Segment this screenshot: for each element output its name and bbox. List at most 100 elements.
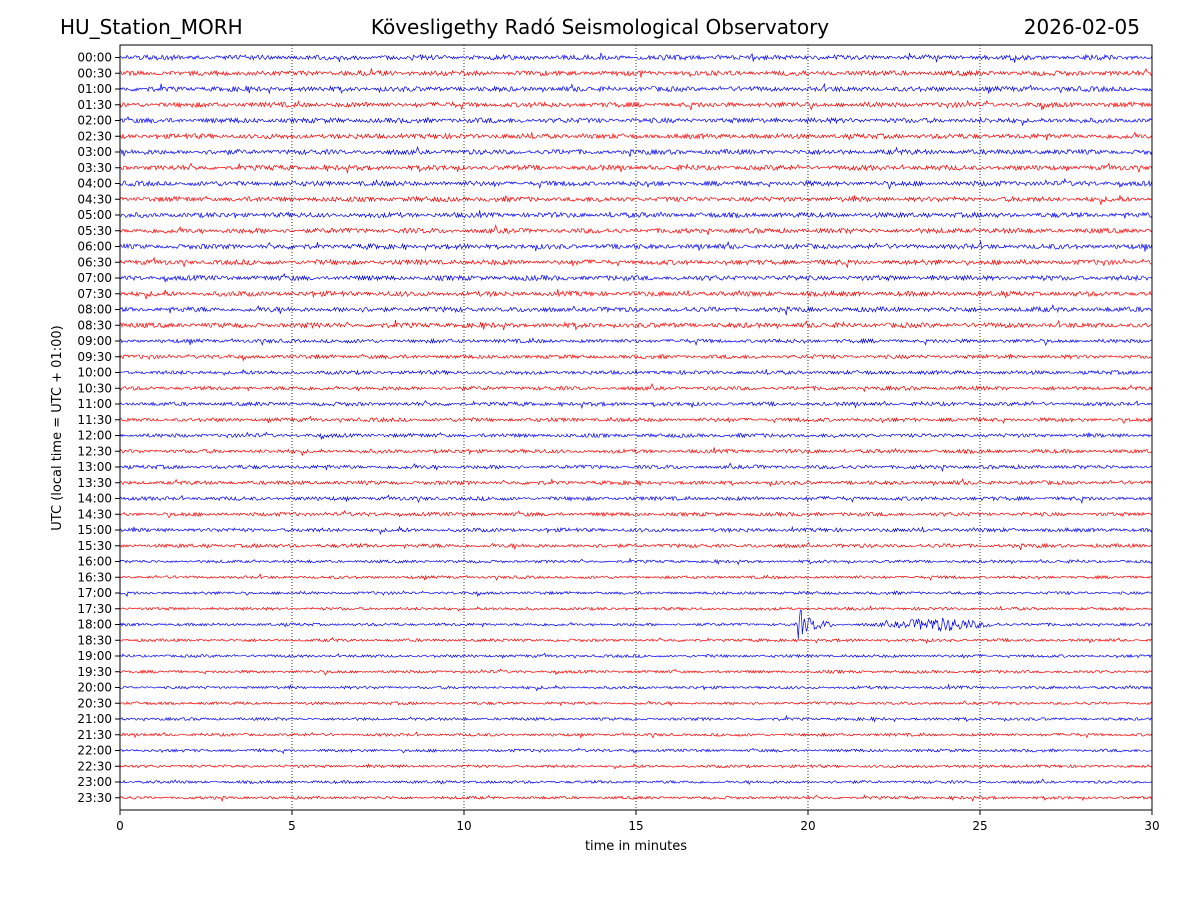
trace-row [119,794,1153,803]
y-tick-label: 08:00 [77,303,112,317]
trace-row [119,462,1153,473]
x-axis-label: time in minutes [585,839,687,854]
y-tick-label: 19:30 [77,665,112,679]
trace-row [119,636,1153,645]
trace-row [119,383,1153,393]
trace-row [119,609,1153,639]
trace-row [119,162,1153,174]
x-axis-ticks: 0 5 10 15 20 25 30 [116,810,1160,833]
trace-row [119,353,1153,362]
y-tick-label: 09:30 [77,350,112,364]
y-tick-label: 03:00 [77,145,112,159]
trace-row [119,605,1153,612]
trace-row [119,256,1153,268]
trace-row [119,431,1153,440]
y-tick-label: 10:30 [77,381,112,395]
y-tick-label: 14:30 [77,507,112,521]
trace-row [119,683,1153,692]
y-tick-label: 19:00 [77,649,112,663]
y-tick-label: 16:00 [77,555,112,569]
y-tick-label: 12:30 [77,444,112,458]
trace-row [119,494,1153,505]
trace-row [119,52,1153,63]
trace-row [119,337,1153,346]
trace-row [119,541,1153,551]
y-tick-label: 11:30 [77,413,112,427]
trace-row [119,99,1153,111]
y-tick-label: 21:30 [77,728,112,742]
y-tick-label: 21:00 [77,712,112,726]
trace-row [119,525,1153,536]
trace-row [119,700,1153,707]
trace-row [119,319,1153,331]
date-label: 2026-02-05 [1023,15,1140,39]
y-tick-label: 02:00 [77,114,112,128]
y-tick-label: 05:30 [77,224,112,238]
y-tick-label: 14:00 [77,492,112,506]
trace-row [119,573,1153,581]
y-tick-label: 23:00 [77,775,112,789]
y-tick-label: 16:30 [77,570,112,584]
y-tick-label: 09:00 [77,334,112,348]
y-tick-label: 18:30 [77,633,112,647]
x-tick-label: 15 [628,819,643,833]
y-axis-label: UTC (local time = UTC + 01:00) [50,325,65,530]
y-tick-label: 17:00 [77,586,112,600]
trace-row [119,210,1153,219]
trace-row [119,82,1153,95]
y-tick-label: 13:30 [77,476,112,490]
x-tick-label: 5 [288,819,296,833]
x-tick-label: 30 [1144,819,1159,833]
trace-row [119,447,1153,457]
trace-row [119,116,1153,127]
x-tick-label: 0 [116,819,124,833]
trace-row [119,368,1153,376]
trace-row [119,303,1153,316]
y-tick-label: 11:00 [77,397,112,411]
trace-row [119,272,1153,284]
trace-row [119,652,1153,659]
y-tick-label: 01:00 [77,82,112,96]
y-tick-label: 13:00 [77,460,112,474]
y-tick-label: 04:00 [77,177,112,191]
y-tick-label: 15:30 [77,539,112,553]
trace-row [119,195,1153,205]
y-tick-label: 07:30 [77,287,112,301]
y-tick-label: 22:30 [77,759,112,773]
y-tick-label: 12:00 [77,429,112,443]
trace-row [119,714,1153,723]
y-tick-label: 23:30 [77,791,112,805]
y-tick-label: 02:30 [77,129,112,143]
trace-row [119,747,1153,755]
y-tick-label: 01:30 [77,98,112,112]
trace-row [119,415,1153,425]
trace-row [119,557,1153,566]
trace-row [119,224,1153,236]
y-tick-label: 15:00 [77,523,112,537]
y-tick-label: 06:30 [77,255,112,269]
trace-row [119,478,1153,488]
y-tick-label: 08:30 [77,318,112,332]
y-tick-label: 07:00 [77,271,112,285]
y-tick-label: 17:30 [77,602,112,616]
y-tick-label: 06:00 [77,240,112,254]
trace-row [119,763,1153,770]
y-tick-label: 20:00 [77,681,112,695]
y-tick-label: 10:00 [77,366,112,380]
x-tick-label: 25 [972,819,987,833]
trace-row [119,668,1153,676]
trace-row [119,240,1153,252]
observatory-title: Kövesligethy Radó Seismological Observat… [370,15,830,39]
y-tick-label: 05:00 [77,208,112,222]
grid-lines [291,45,981,810]
trace-row [119,778,1153,786]
y-tick-label: 20:30 [77,696,112,710]
x-tick-label: 20 [800,819,815,833]
trace-row [119,177,1153,190]
trace-row [119,68,1153,78]
trace-row [119,399,1153,410]
y-tick-label: 18:00 [77,618,112,632]
trace-row [120,731,1153,739]
